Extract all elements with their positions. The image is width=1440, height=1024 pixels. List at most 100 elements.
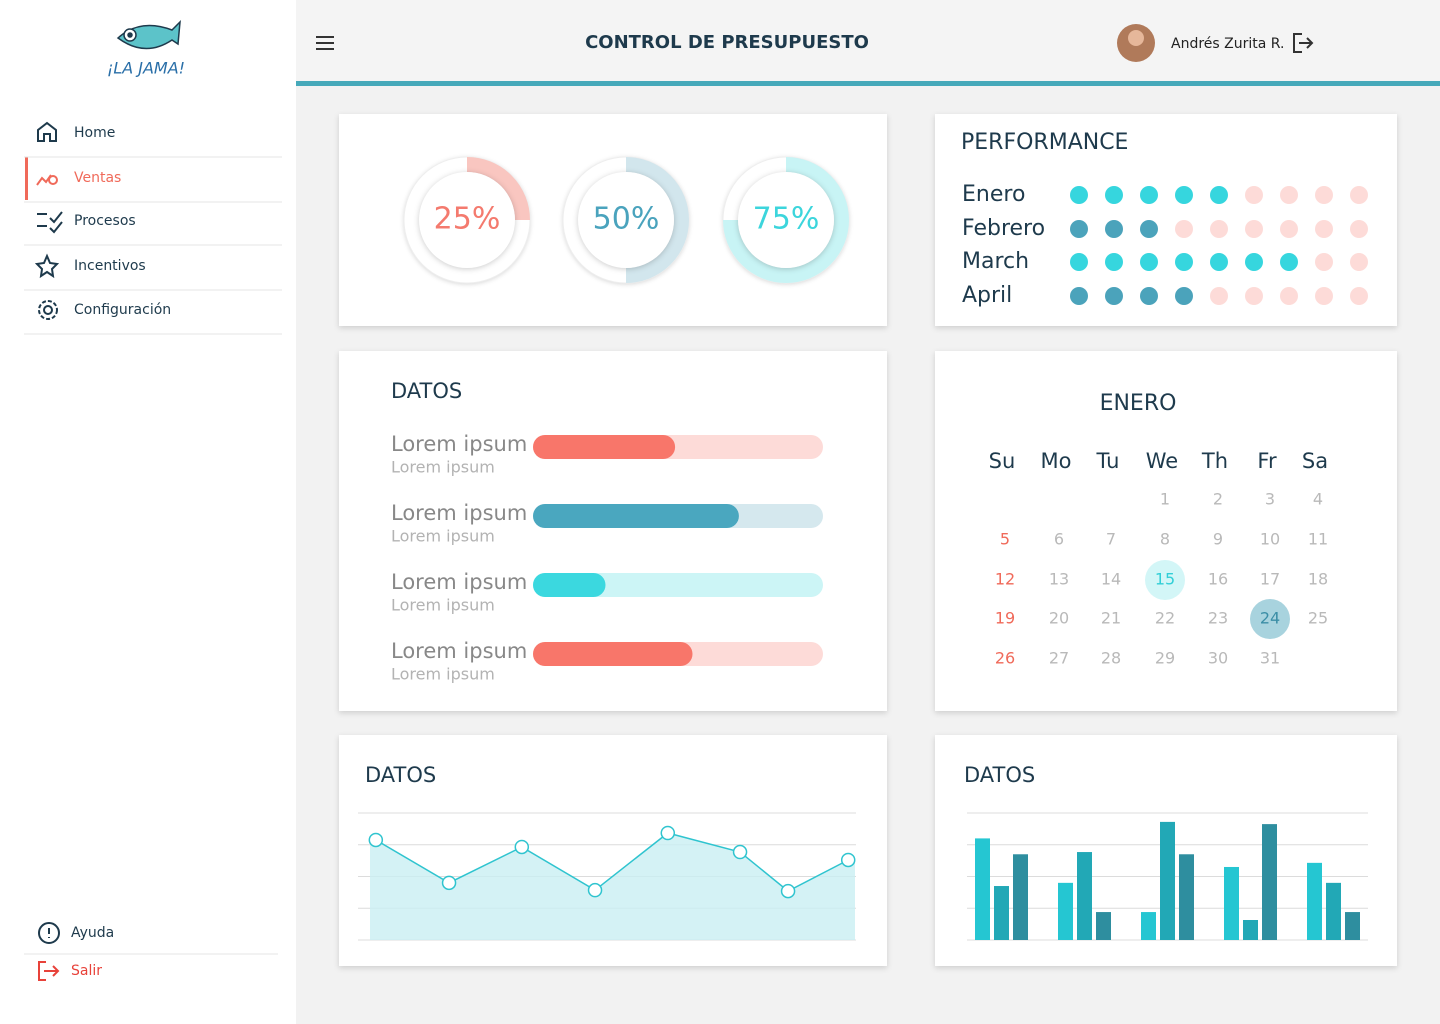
day[interactable]: 28 xyxy=(1101,649,1121,668)
day[interactable]: 17 xyxy=(1260,570,1280,589)
nav-item[interactable]: Incentivos xyxy=(74,258,146,274)
day[interactable]: 10 xyxy=(1260,530,1280,549)
day[interactable]: 8 xyxy=(1160,530,1170,549)
gauge-inner xyxy=(419,172,515,268)
day[interactable]: 9 xyxy=(1213,530,1223,549)
gauge-arc xyxy=(723,157,849,283)
day[interactable]: 2 xyxy=(1213,490,1223,509)
progress-bar xyxy=(533,435,676,459)
day[interactable]: 30 xyxy=(1208,649,1228,668)
progress-title: DATOS xyxy=(391,379,462,403)
performance-dot xyxy=(1105,220,1123,238)
performance-label: Febrero xyxy=(962,216,1045,241)
day[interactable]: 5 xyxy=(1000,530,1010,549)
progress-label: Lorem ipsum xyxy=(391,432,527,456)
performance-dot xyxy=(1245,220,1263,238)
performance-dot xyxy=(1315,253,1333,271)
day[interactable]: 13 xyxy=(1049,570,1069,589)
day[interactable]: 7 xyxy=(1106,530,1116,549)
line-point xyxy=(587,882,603,898)
salir-icon xyxy=(38,961,60,981)
menu-icon[interactable] xyxy=(316,36,334,50)
progress-sublabel: Lorem ipsum xyxy=(391,458,495,477)
header-line xyxy=(296,81,1440,86)
day[interactable]: 14 xyxy=(1101,570,1121,589)
day[interactable]: 4 xyxy=(1313,490,1323,509)
nav-item[interactable]: Configuración xyxy=(74,302,171,318)
progress-label: Lorem ipsum xyxy=(391,570,527,594)
performance-dot xyxy=(1175,287,1193,305)
performance-dot xyxy=(1070,220,1088,238)
day[interactable]: 25 xyxy=(1308,609,1328,628)
day[interactable]: 15 xyxy=(1155,570,1175,589)
bar xyxy=(994,886,1009,940)
nav-item[interactable]: Procesos xyxy=(74,213,136,229)
day[interactable]: 19 xyxy=(995,609,1015,628)
day[interactable]: 18 xyxy=(1308,570,1328,589)
day[interactable]: 12 xyxy=(995,570,1015,589)
footer-item[interactable]: Salir xyxy=(71,963,102,979)
weekday: Tu xyxy=(1096,449,1120,473)
calendar-card xyxy=(935,351,1397,711)
performance-title: PERFORMANCE xyxy=(961,130,1128,155)
performance-dot xyxy=(1280,186,1298,204)
active-indicator xyxy=(25,157,28,200)
gauge-arc xyxy=(466,157,530,221)
bar xyxy=(1345,912,1360,940)
day[interactable]: 6 xyxy=(1054,530,1064,549)
performance-dot xyxy=(1280,253,1298,271)
performance-dot xyxy=(1350,220,1368,238)
day[interactable]: 31 xyxy=(1260,649,1280,668)
performance-dot xyxy=(1315,287,1333,305)
bar xyxy=(1262,824,1277,940)
nav-item[interactable]: Home xyxy=(74,125,115,141)
performance-dot xyxy=(1210,220,1228,238)
performance-dot xyxy=(1210,253,1228,271)
progress-bar xyxy=(533,573,606,597)
bar xyxy=(1243,919,1258,940)
progress-bar xyxy=(533,642,693,666)
day[interactable]: 22 xyxy=(1155,609,1175,628)
ayuda-icon xyxy=(38,922,60,944)
day-highlight[interactable] xyxy=(1145,560,1185,600)
day[interactable]: 23 xyxy=(1208,609,1228,628)
performance-dot xyxy=(1280,220,1298,238)
config-icon xyxy=(43,305,53,315)
performance-dot xyxy=(1140,220,1158,238)
bar xyxy=(1160,821,1175,940)
day-highlight[interactable] xyxy=(1250,599,1290,639)
day[interactable]: 20 xyxy=(1049,609,1069,628)
sidebar xyxy=(0,0,296,1024)
bar xyxy=(1058,882,1073,940)
day[interactable]: 21 xyxy=(1101,609,1121,628)
logout-icon[interactable] xyxy=(1293,33,1314,53)
day[interactable]: 11 xyxy=(1308,530,1328,549)
bar-title: DATOS xyxy=(964,763,1035,787)
page-title: CONTROL DE PRESUPUESTO xyxy=(585,32,869,53)
bar xyxy=(1077,852,1092,940)
footer-item[interactable]: Ayuda xyxy=(71,925,114,941)
line-title: DATOS xyxy=(365,763,436,787)
avatar-face xyxy=(1128,30,1144,46)
progress-label: Lorem ipsum xyxy=(391,639,527,663)
day[interactable]: 26 xyxy=(995,649,1015,668)
bar xyxy=(1141,912,1156,940)
performance-dot xyxy=(1350,186,1368,204)
day[interactable]: 16 xyxy=(1208,570,1228,589)
performance-dot xyxy=(1210,287,1228,305)
line-point xyxy=(660,825,676,841)
performance-dot xyxy=(1175,220,1193,238)
line-point xyxy=(780,883,796,899)
day[interactable]: 1 xyxy=(1160,490,1170,509)
performance-dot xyxy=(1070,287,1088,305)
day[interactable]: 27 xyxy=(1049,649,1069,668)
nav-icons xyxy=(34,33,1314,981)
config-icon-gear xyxy=(38,300,58,320)
day[interactable]: 3 xyxy=(1265,490,1275,509)
nav-item[interactable]: Ventas xyxy=(74,170,121,186)
day[interactable]: 29 xyxy=(1155,649,1175,668)
line-point xyxy=(368,832,384,848)
performance-dot xyxy=(1140,186,1158,204)
day[interactable]: 24 xyxy=(1260,609,1280,628)
line-point xyxy=(514,839,530,855)
